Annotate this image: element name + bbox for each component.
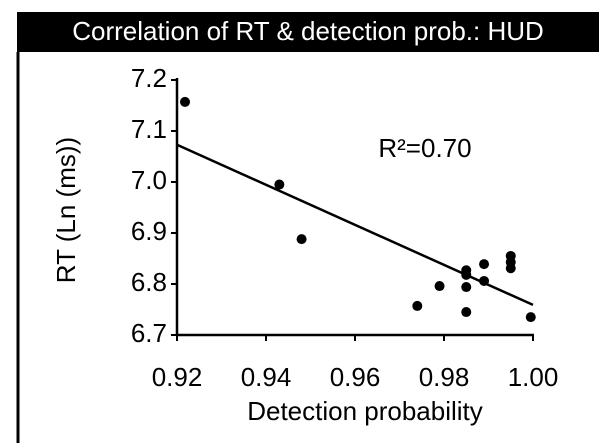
y-tick-label: 6.9 <box>131 216 167 246</box>
point <box>461 307 472 318</box>
x-tick-label: 0.92 <box>152 362 203 392</box>
chart-title: Correlation of RT & detection prob.: HUD <box>72 16 544 46</box>
x-tick-label: 0.94 <box>241 362 292 392</box>
point <box>274 179 285 190</box>
x-tick-label: 0.96 <box>330 362 381 392</box>
y-tick-label: 7.1 <box>131 114 167 144</box>
y-tick-label: 7.0 <box>131 165 167 195</box>
x-tick-label: 1.00 <box>508 362 559 392</box>
point <box>525 312 536 323</box>
point <box>434 281 445 292</box>
point <box>505 263 516 274</box>
point <box>412 300 423 311</box>
fit-line <box>176 143 534 307</box>
x-axis-label: Detection probability <box>247 396 483 426</box>
x-tick-label: 0.98 <box>419 362 470 392</box>
point <box>180 96 191 107</box>
point <box>479 275 490 286</box>
title-bar <box>17 12 599 52</box>
point <box>461 269 472 280</box>
y-tick-label: 6.8 <box>131 267 167 297</box>
y-tick-label: 6.7 <box>131 318 167 348</box>
point <box>479 259 490 270</box>
y-tick-label: 7.2 <box>131 63 167 93</box>
y-axis-label: RT (Ln (ms)) <box>51 137 81 283</box>
annotation: R²=0.70 <box>378 133 471 163</box>
point <box>461 282 472 293</box>
point <box>296 234 307 245</box>
